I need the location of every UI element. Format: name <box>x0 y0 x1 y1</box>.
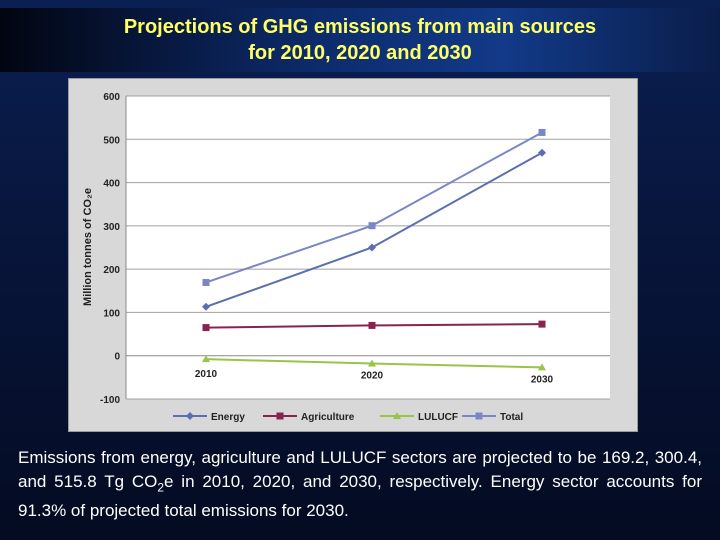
caption: Emissions from energy, agriculture and L… <box>18 446 702 523</box>
y-tick-400: 400 <box>103 179 120 190</box>
legend-label-energy: Energy <box>211 412 245 423</box>
legend-item-agriculture: Agriculture <box>263 412 355 423</box>
y-tick-600: 600 <box>103 92 120 103</box>
point-energy-2010 <box>202 302 210 311</box>
y-tick-500: 500 <box>103 135 120 146</box>
point-total-2020 <box>368 222 376 230</box>
point-agriculture-2020 <box>368 321 376 329</box>
chart-frame: 600 500 400 300 200 100 0 -100 2010 2020 2030 Mil… <box>68 78 638 432</box>
title-line-2: for 2010, 2020 and 2030 <box>248 42 472 64</box>
y-tick-200: 200 <box>103 265 120 276</box>
y-tick-0: 0 <box>114 352 120 363</box>
y-tick-100: 100 <box>103 308 120 319</box>
y-tick-labels: 600 500 400 300 200 100 0 -100 <box>100 92 120 406</box>
x-tick-2030: 2030 <box>531 374 554 385</box>
title-bar <box>0 8 720 72</box>
point-total-2030 <box>538 128 546 136</box>
y-axis-label: Million tonnes of CO₂e <box>82 188 94 306</box>
legend: Energy Agriculture LULUCF Total <box>173 412 523 423</box>
x-tick-2020: 2020 <box>361 371 384 382</box>
legend-marker-lulucf <box>393 412 401 419</box>
grid-lines <box>125 95 610 400</box>
point-lulucf-2010 <box>202 355 210 363</box>
y-tick--100: -100 <box>100 395 120 406</box>
point-energy-2020 <box>368 243 376 252</box>
caption-text-1: Emissions from energy, agriculture and L… <box>18 448 702 491</box>
point-lulucf-2030 <box>538 363 546 371</box>
caption-text-2: e in 2010, 2020, and 2030, respectively.… <box>18 472 703 521</box>
title-line-1: Projections of GHG emissions from main s… <box>123 16 597 38</box>
legend-label-agriculture: Agriculture <box>301 412 355 423</box>
legend-item-lulucf: LULUCF <box>380 412 458 423</box>
x-tick-2010: 2010 <box>195 369 218 380</box>
point-agriculture-2010 <box>202 324 210 332</box>
point-energy-2030 <box>538 148 546 157</box>
slide-title: Projections of GHG emissions from main s… <box>0 14 720 66</box>
caption-subscript: 2 <box>157 480 165 495</box>
legend-marker-total <box>475 412 483 420</box>
point-agriculture-2030 <box>538 320 546 328</box>
x-tick-labels: 2010 2020 2030 <box>195 369 554 385</box>
series-agriculture <box>202 320 546 332</box>
point-total-2010 <box>202 278 210 286</box>
legend-item-total: Total <box>462 412 523 423</box>
series-energy <box>202 148 546 311</box>
y-tick-300: 300 <box>103 222 120 233</box>
legend-label-total: Total <box>500 412 523 423</box>
legend-marker-energy <box>186 412 194 420</box>
legend-item-energy: Energy <box>173 412 245 423</box>
point-lulucf-2020 <box>368 359 376 367</box>
legend-label-lulucf: LULUCF <box>418 412 458 423</box>
series-lulucf <box>202 355 546 371</box>
emissions-line-chart: 600 500 400 300 200 100 0 -100 2010 2020 2030 Mil… <box>82 92 610 423</box>
legend-marker-agriculture <box>276 412 284 420</box>
series-total <box>202 128 546 286</box>
series-group <box>202 128 546 371</box>
